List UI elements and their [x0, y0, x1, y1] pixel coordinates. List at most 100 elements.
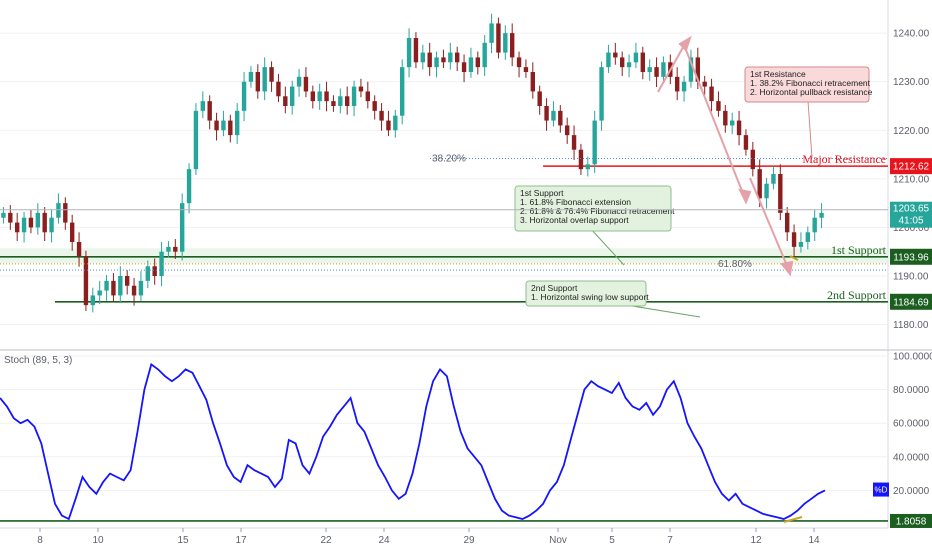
candle-body — [159, 251, 164, 276]
stoch-level-value: 1.8058 — [896, 516, 927, 527]
support1-note-line4: 3. Horizontal overlap support — [520, 215, 629, 225]
time-tick-label: 22 — [320, 535, 332, 546]
price-axis-pane[interactable] — [888, 0, 932, 550]
price-tick-label: 1190.00 — [893, 272, 929, 283]
candle-body — [496, 23, 501, 53]
price-divergence-mark — [789, 255, 799, 261]
resistance-note-line1: 1st Resistance — [750, 69, 806, 79]
candle-body — [269, 67, 274, 82]
stoch-d-badge[interactable] — [873, 482, 889, 497]
candle-body — [523, 67, 529, 72]
candle-body — [338, 96, 343, 106]
support2-note-line2: 1. Horizontal swing low support — [531, 292, 649, 302]
candle-body — [358, 86, 364, 92]
stoch-axis-ticks: 20.0000 40.0000 60.0000 80.0000 100.0000 — [893, 352, 932, 497]
candle-body — [42, 212, 47, 233]
level-badge-value-major: 1212.62 — [893, 162, 930, 173]
candle-body — [310, 91, 316, 102]
candle-body — [791, 232, 797, 247]
candle-body — [124, 276, 130, 286]
resistance-note-line2: 1. 38.2% Fibonacci retracement — [750, 78, 871, 88]
price-pane[interactable] — [0, 0, 888, 348]
candle-body — [8, 212, 13, 223]
level-badge-second — [890, 293, 932, 310]
candle-body — [695, 57, 701, 82]
current-price-value: 1203.65 — [893, 204, 930, 215]
candle-body — [365, 91, 371, 102]
candle-body — [723, 110, 728, 126]
price-badges: 1212.62 1193.96 1184.69 — [890, 158, 932, 310]
candle-body — [764, 183, 769, 199]
time-tick-label: 8 — [37, 535, 43, 546]
time-tick-label: 5 — [609, 535, 615, 546]
stoch-level-badge[interactable] — [890, 513, 932, 528]
candle-body — [702, 81, 707, 87]
support2-note-line1: 2nd Support — [531, 283, 578, 293]
support1-callout[interactable]: 1st Support 1. 61.8% Fibonacci extension… — [514, 185, 675, 266]
candle-body — [193, 110, 199, 170]
level-badge-value-second: 1184.69 — [893, 297, 929, 308]
candle-body — [386, 120, 391, 131]
first-support-zone — [0, 248, 888, 264]
candle-body — [784, 212, 790, 233]
support1-callout-box — [514, 185, 672, 232]
candle-body — [56, 203, 61, 218]
arrow-down2-head-icon — [780, 260, 794, 277]
candle-body — [413, 38, 419, 63]
time-tick-label: 7 — [667, 535, 673, 546]
candle-body — [83, 256, 89, 306]
support2-callout-box — [525, 280, 647, 307]
time-tick-label: 24 — [378, 535, 390, 546]
candle-body — [255, 72, 261, 92]
candle-body — [104, 280, 109, 291]
candle-body — [324, 91, 329, 102]
candles — [1, 13, 824, 313]
candle-body — [289, 86, 295, 106]
candle-body — [819, 212, 824, 218]
candle-body — [173, 246, 178, 252]
candle-body — [688, 57, 694, 82]
first-support-label: 1st Support — [831, 243, 887, 257]
candle-body — [234, 110, 240, 136]
candle-body — [482, 42, 487, 68]
stoch-tick-label: 80.0000 — [893, 385, 930, 396]
candle-body — [626, 62, 632, 68]
current-price-badge[interactable] — [890, 201, 932, 228]
candle-body — [331, 101, 336, 106]
candle-body — [489, 23, 494, 43]
candle-body — [729, 120, 735, 126]
candle-body — [798, 242, 804, 247]
support2-callout[interactable]: 2nd Support 1. Horizontal swing low supp… — [525, 280, 701, 318]
fib-38-label: 38.20% — [432, 153, 466, 164]
candle-body — [681, 81, 687, 92]
candle-body — [111, 280, 116, 296]
time-axis[interactable]: 8 10 15 17 22 24 29 Nov 5 7 12 14 — [37, 528, 820, 546]
resistance-callout[interactable]: 1st Resistance 1. 38.2% Fibonacci retrac… — [744, 66, 873, 159]
second-support-label: 2nd Support — [827, 288, 887, 302]
candle-body — [228, 120, 233, 136]
major-resistance-label: Major Resistance — [802, 152, 886, 166]
candle-body — [118, 276, 123, 296]
arrow-down2-line — [749, 177, 789, 269]
price-tick-label: 1210.00 — [893, 174, 930, 185]
candle-body — [1, 212, 6, 218]
candle-body — [262, 67, 267, 92]
candle-body — [709, 86, 714, 102]
arrow-up-head-icon — [678, 35, 692, 52]
stoch-grid — [0, 355, 888, 491]
candle-body — [757, 169, 762, 199]
candle-body — [221, 120, 226, 131]
candle-body — [537, 91, 542, 106]
candle-body — [647, 67, 652, 72]
candle-body — [90, 295, 96, 306]
candle-body — [578, 149, 584, 170]
level-badge-major — [890, 158, 932, 175]
stoch-title[interactable]: Stoch (89, 5, 3) — [4, 355, 72, 366]
candle-body — [544, 106, 549, 121]
candle-body — [97, 290, 102, 296]
candle-body — [14, 222, 20, 233]
candle-body — [812, 217, 817, 233]
candle-body — [750, 149, 756, 170]
